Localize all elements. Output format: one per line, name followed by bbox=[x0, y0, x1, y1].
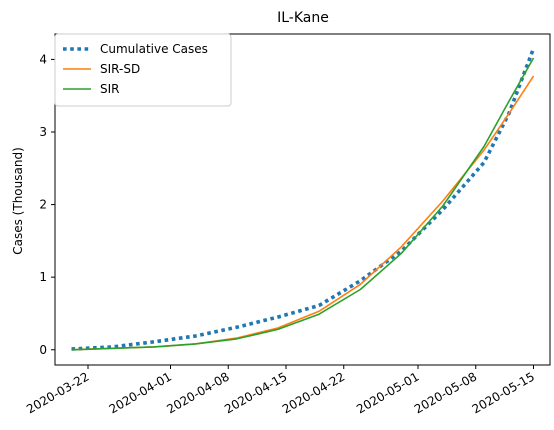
legend-box bbox=[54, 33, 232, 107]
x-tick-label-2: 2020-04-08 bbox=[164, 369, 231, 416]
x-tick-label-3: 2020-04-15 bbox=[222, 369, 289, 416]
y-axis-label: Cases (Thousand) bbox=[11, 147, 25, 255]
x-tick-label-7: 2020-05-15 bbox=[470, 369, 537, 416]
x-tick-label-5: 2020-05-01 bbox=[354, 369, 421, 416]
y-tick-label-1: 1 bbox=[39, 270, 47, 284]
x-tick-label-1: 2020-04-01 bbox=[107, 369, 174, 416]
series-line-0 bbox=[71, 47, 536, 351]
legend: Cumulative Cases SIR-SD SIR bbox=[54, 33, 232, 107]
legend-label-0: Cumulative Cases bbox=[100, 42, 208, 56]
x-tick-label-6: 2020-05-08 bbox=[412, 369, 479, 416]
plot-frame bbox=[54, 33, 551, 366]
y-tick-label-4: 4 bbox=[39, 52, 47, 66]
legend-label-1: SIR-SD bbox=[100, 62, 140, 76]
series-line-2 bbox=[71, 57, 535, 351]
y-tick-label-0: 0 bbox=[39, 343, 47, 357]
y-tick-label-2: 2 bbox=[39, 198, 47, 212]
series-layer bbox=[71, 47, 536, 351]
x-tick-label-0: 2020-03-22 bbox=[24, 369, 91, 416]
legend-label-2: SIR bbox=[100, 82, 120, 96]
y-tick-label-3: 3 bbox=[39, 125, 47, 139]
x-tick-label-4: 2020-04-22 bbox=[280, 369, 347, 416]
chart-title: IL-Kane bbox=[277, 10, 329, 26]
series-line-1 bbox=[71, 75, 535, 351]
